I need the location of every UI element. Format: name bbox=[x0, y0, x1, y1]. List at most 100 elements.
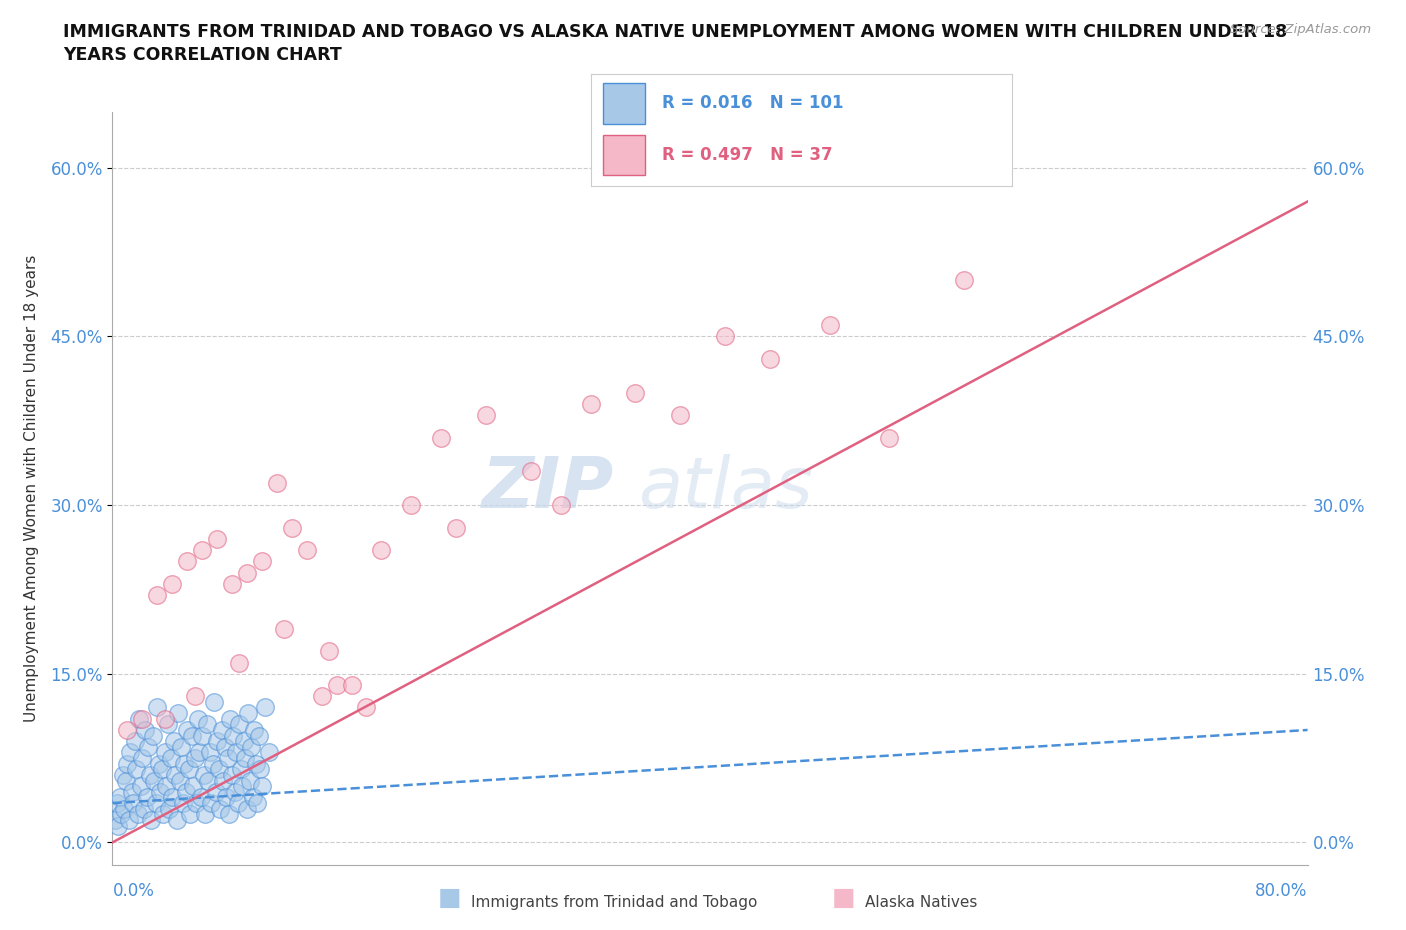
Point bbox=[444, 520, 467, 535]
Point bbox=[233, 734, 256, 749]
Point bbox=[166, 813, 188, 828]
Point bbox=[228, 655, 250, 670]
Point bbox=[143, 773, 166, 788]
Point bbox=[183, 751, 205, 765]
Point bbox=[579, 396, 602, 411]
Point bbox=[138, 739, 160, 754]
Point bbox=[181, 778, 204, 793]
Text: ZIP: ZIP bbox=[482, 454, 614, 523]
Point bbox=[204, 784, 226, 799]
Point bbox=[131, 711, 153, 726]
Point bbox=[401, 498, 423, 512]
Point bbox=[110, 807, 132, 822]
Point bbox=[249, 762, 271, 777]
Point bbox=[163, 734, 186, 749]
Point bbox=[759, 352, 782, 366]
Point bbox=[145, 796, 167, 811]
Point bbox=[295, 542, 318, 557]
Point bbox=[356, 700, 378, 715]
Point bbox=[236, 565, 259, 580]
Point bbox=[187, 711, 209, 726]
Point bbox=[520, 464, 543, 479]
Text: Immigrants from Trinidad and Tobago: Immigrants from Trinidad and Tobago bbox=[471, 895, 758, 910]
Point bbox=[146, 700, 169, 715]
Point bbox=[125, 762, 148, 777]
Point bbox=[217, 751, 239, 765]
Point bbox=[229, 762, 252, 777]
Point bbox=[224, 784, 246, 799]
Point bbox=[153, 745, 176, 760]
Point bbox=[202, 695, 225, 710]
Point bbox=[370, 542, 392, 557]
Point bbox=[129, 778, 152, 793]
Point bbox=[111, 767, 134, 782]
Point bbox=[235, 751, 257, 765]
Point bbox=[128, 711, 150, 726]
Point bbox=[225, 745, 247, 760]
Point bbox=[550, 498, 572, 512]
Point bbox=[146, 588, 169, 603]
Point bbox=[121, 784, 143, 799]
Point bbox=[186, 796, 208, 811]
Point bbox=[266, 475, 288, 490]
Text: ■: ■ bbox=[832, 885, 855, 910]
Point bbox=[250, 778, 273, 793]
Point bbox=[191, 542, 214, 557]
Point bbox=[118, 813, 141, 828]
Point bbox=[318, 644, 340, 658]
Point bbox=[176, 554, 198, 569]
Point bbox=[240, 739, 263, 754]
Point bbox=[150, 762, 173, 777]
Text: atlas: atlas bbox=[638, 454, 813, 523]
Point bbox=[157, 802, 180, 817]
Point bbox=[242, 790, 264, 804]
Point bbox=[669, 407, 692, 422]
Point bbox=[195, 717, 218, 732]
Point bbox=[156, 717, 179, 732]
Point bbox=[325, 678, 347, 693]
Point bbox=[953, 272, 976, 287]
Point bbox=[132, 802, 155, 817]
Point bbox=[104, 813, 127, 828]
Point bbox=[108, 790, 131, 804]
Point bbox=[212, 773, 235, 788]
Point bbox=[183, 689, 205, 704]
Point bbox=[141, 813, 163, 828]
Text: Alaska Natives: Alaska Natives bbox=[865, 895, 977, 910]
Point bbox=[139, 767, 162, 782]
Point bbox=[172, 796, 194, 811]
Point bbox=[190, 790, 212, 804]
Point bbox=[201, 756, 224, 771]
Point bbox=[198, 745, 221, 760]
Point bbox=[239, 773, 262, 788]
Point bbox=[228, 717, 250, 732]
Point bbox=[475, 407, 498, 422]
Point bbox=[247, 728, 270, 743]
Point bbox=[253, 700, 276, 715]
Point bbox=[120, 745, 142, 760]
Text: YEARS CORRELATION CHART: YEARS CORRELATION CHART bbox=[63, 46, 342, 64]
Point bbox=[246, 796, 269, 811]
Text: R = 0.016   N = 101: R = 0.016 N = 101 bbox=[662, 95, 844, 113]
Point bbox=[209, 802, 232, 817]
Point bbox=[340, 678, 363, 693]
Point bbox=[818, 318, 841, 333]
Point bbox=[159, 751, 181, 765]
Point bbox=[214, 739, 236, 754]
Point bbox=[221, 767, 243, 782]
Text: ■: ■ bbox=[439, 885, 461, 910]
Point bbox=[273, 621, 295, 636]
Point bbox=[115, 773, 138, 788]
Point bbox=[236, 802, 259, 817]
Point bbox=[430, 431, 453, 445]
Point bbox=[193, 767, 215, 782]
Text: IMMIGRANTS FROM TRINIDAD AND TOBAGO VS ALASKA NATIVE UNEMPLOYMENT AMONG WOMEN WI: IMMIGRANTS FROM TRINIDAD AND TOBAGO VS A… bbox=[63, 23, 1288, 41]
Point bbox=[221, 577, 243, 591]
FancyBboxPatch shape bbox=[603, 135, 645, 175]
Point bbox=[243, 723, 266, 737]
Point bbox=[197, 773, 219, 788]
Text: 0.0%: 0.0% bbox=[112, 882, 155, 899]
Point bbox=[170, 739, 193, 754]
Point bbox=[200, 796, 222, 811]
Point bbox=[259, 745, 281, 760]
